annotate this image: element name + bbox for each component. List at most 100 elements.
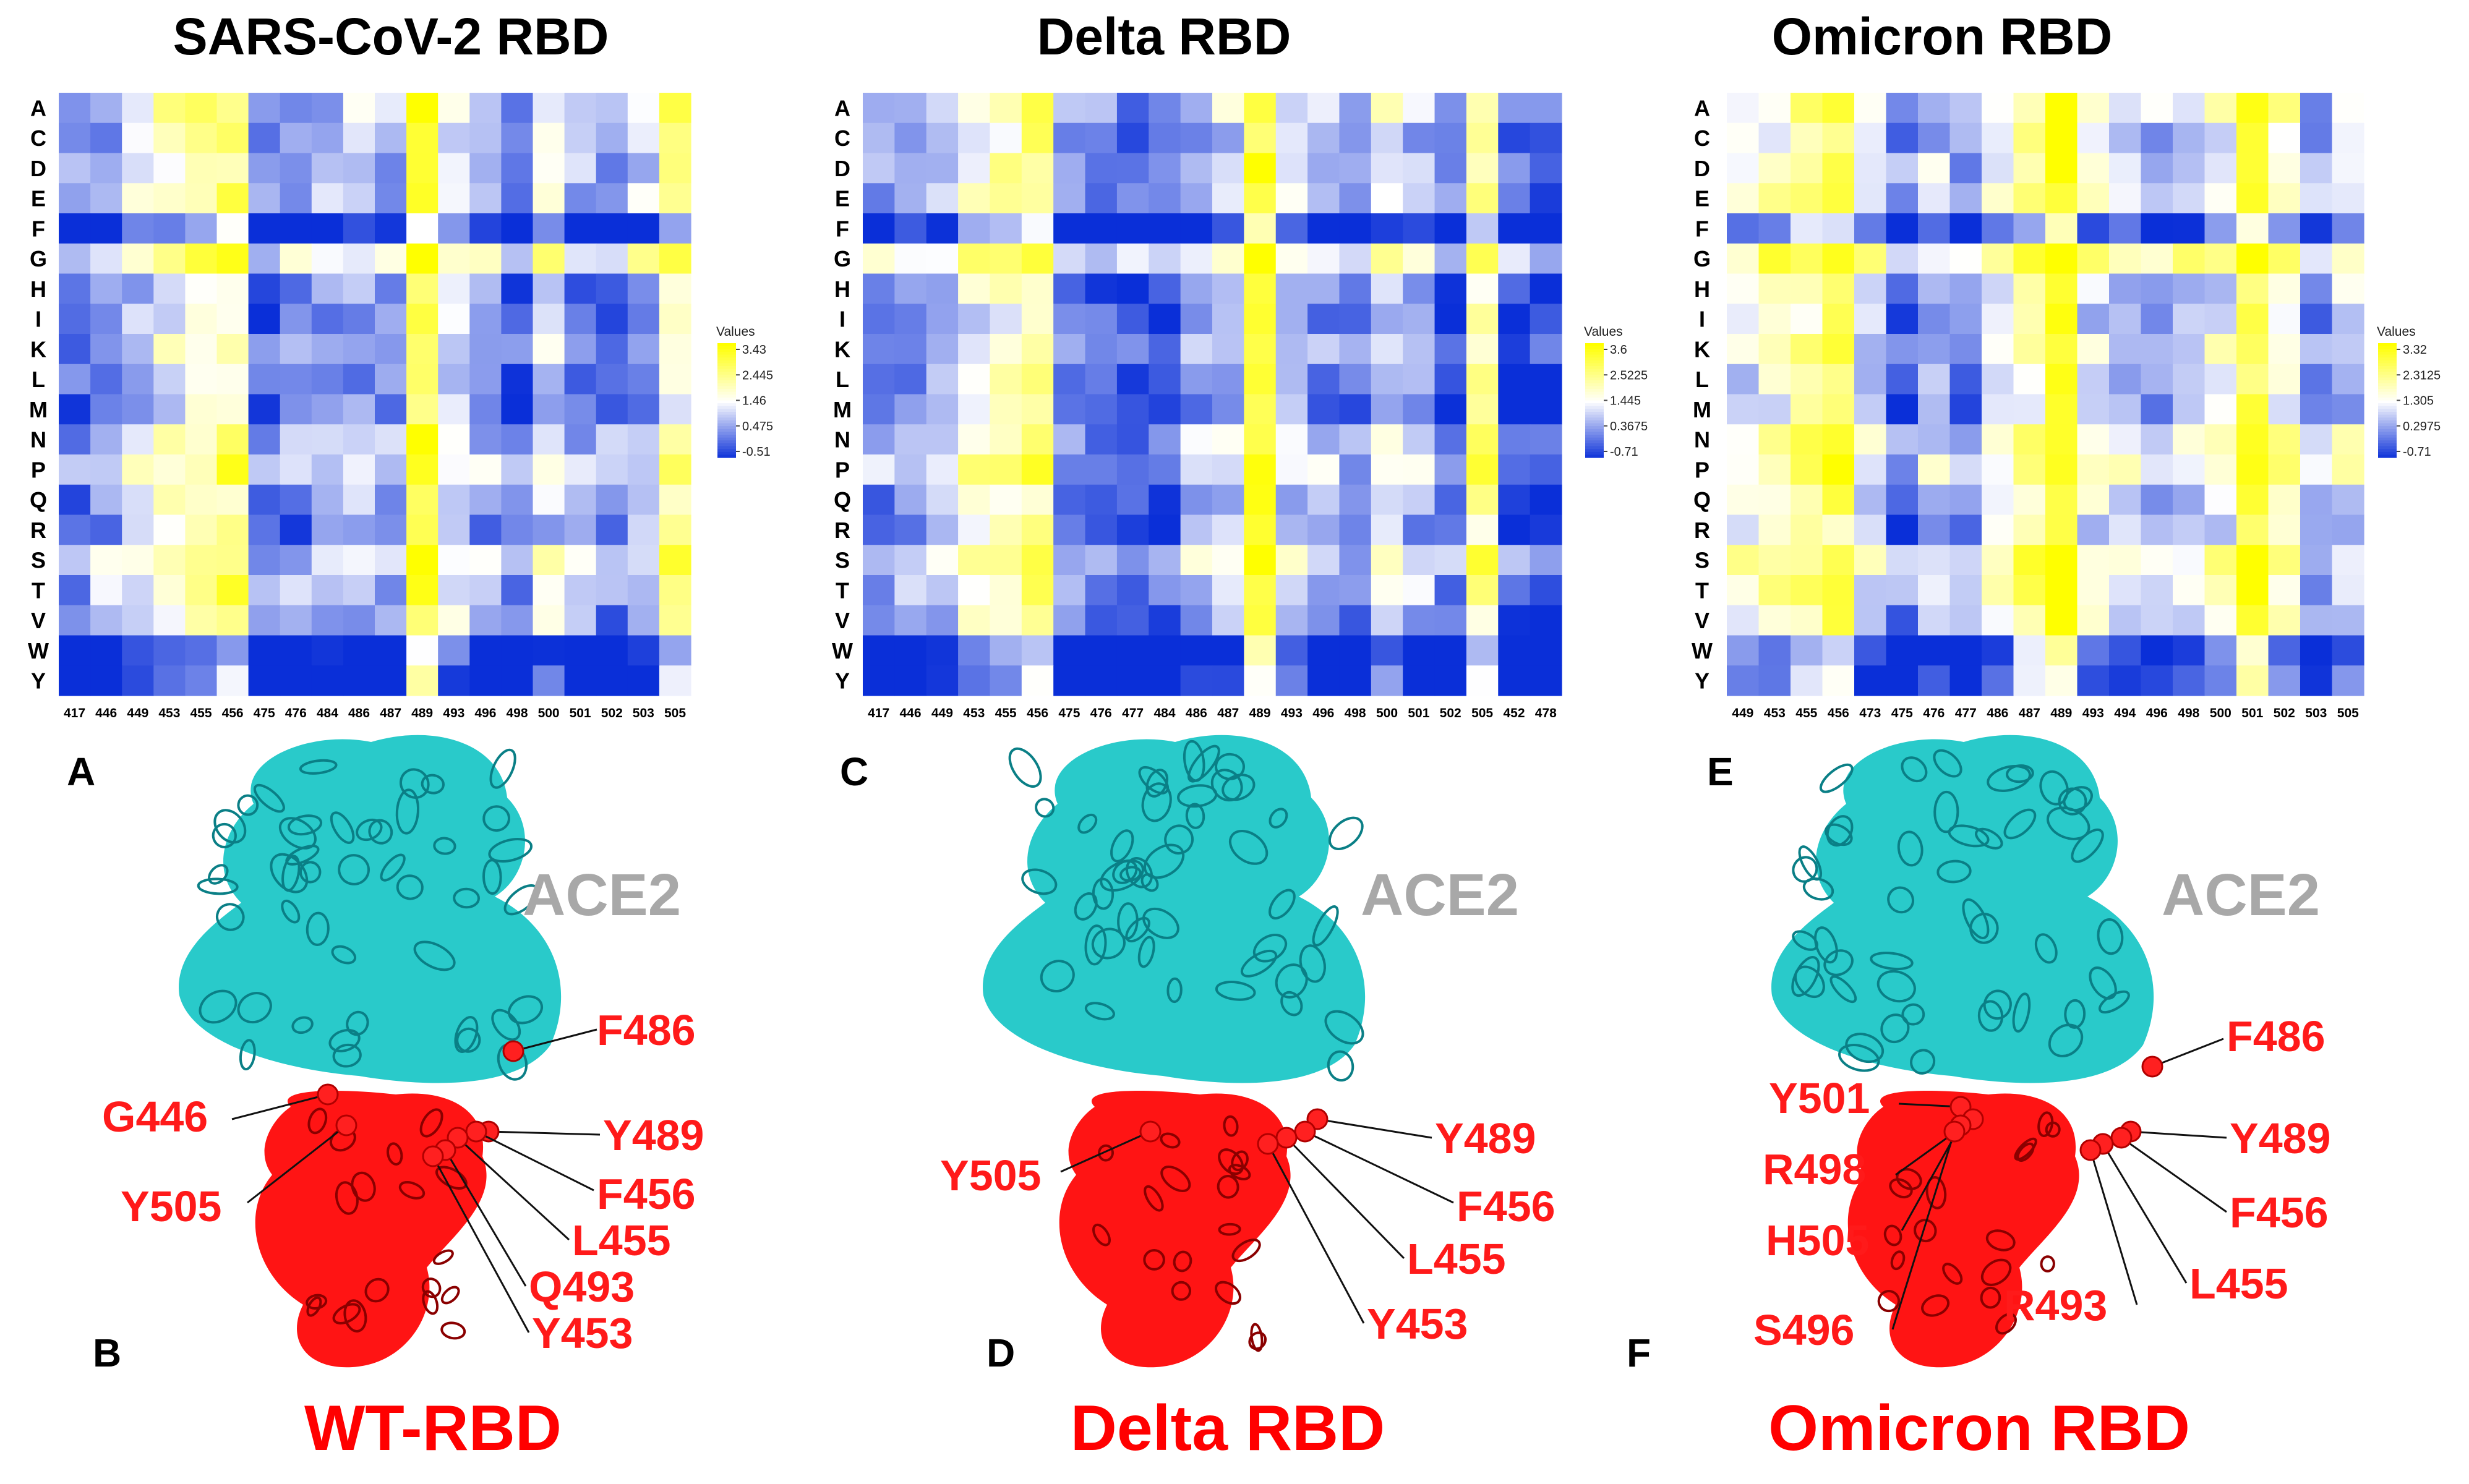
legend-swatch — [717, 454, 736, 458]
heatmap-cell — [1434, 545, 1467, 576]
heatmap-cell — [90, 665, 122, 696]
heatmap-cell — [406, 183, 439, 214]
heatmap-cell — [1918, 665, 1951, 696]
legend-swatch — [717, 349, 736, 352]
heatmap-cell — [596, 484, 628, 516]
heatmap-cell — [2300, 424, 2333, 455]
ace2-helix — [1825, 823, 1853, 846]
heatmap-cell — [2204, 514, 2237, 545]
heatmap-cell — [627, 575, 660, 606]
column-label: 503 — [633, 706, 654, 720]
residue-sphere — [1294, 1120, 1316, 1143]
ace2-helix — [1141, 782, 1172, 822]
heatmap-cell — [2109, 635, 2142, 666]
heatmap-cell — [2236, 424, 2269, 455]
heatmap-cell — [2236, 183, 2269, 214]
heatmap-cell — [280, 153, 312, 184]
heatmap-cell — [596, 273, 628, 304]
ace2-helix — [1269, 889, 1296, 920]
rbd-strand — [440, 1321, 466, 1340]
heatmap-cell — [1403, 454, 1436, 485]
heatmap-cell — [958, 394, 991, 425]
rbd-strand — [1173, 1250, 1192, 1273]
heatmap-cell — [1275, 454, 1308, 485]
heatmap-cell — [1949, 545, 1982, 576]
heatmap-cell — [2173, 93, 2206, 124]
legend-swatch — [1585, 394, 1604, 398]
heatmap-cell — [406, 153, 439, 184]
heatmap-cell — [406, 605, 439, 636]
heatmap-cell — [2300, 213, 2333, 244]
heatmap-cell — [2300, 484, 2333, 516]
heatmap-cell — [926, 575, 959, 606]
heatmap-cell — [501, 273, 534, 304]
heatmap-cell — [1727, 183, 1760, 214]
heatmap-cell — [343, 364, 375, 395]
heatmap-cell — [2332, 635, 2364, 666]
heatmap-cell — [1212, 273, 1244, 304]
heatmap-cell — [375, 575, 407, 606]
heatmap-cell — [659, 514, 691, 545]
heatmap-cell — [596, 514, 628, 545]
leader-line — [1891, 1131, 1956, 1330]
heatmap-cell — [1021, 334, 1054, 365]
heatmap-cell — [2045, 635, 2078, 666]
heatmap-cell — [1530, 514, 1562, 545]
heatmap-cell — [1466, 394, 1499, 425]
leader-line — [476, 1130, 594, 1192]
heatmap-cell — [2173, 334, 2206, 365]
heatmap-cell — [2332, 424, 2364, 455]
heatmap-cell — [533, 334, 565, 365]
heatmap-cell — [1758, 183, 1791, 214]
heatmap-cell — [596, 183, 628, 214]
row-label: P — [835, 457, 850, 482]
heatmap-cell — [1530, 93, 1562, 124]
heatmap-cell — [2204, 545, 2237, 576]
heatmap-cell — [1053, 243, 1086, 275]
heatmap-cell — [2013, 665, 2046, 696]
heatmap-cell — [1403, 364, 1436, 395]
legend-swatch — [717, 386, 736, 390]
heatmap-cell — [1116, 183, 1149, 214]
ace2-helix — [212, 822, 237, 848]
heatmap-cell — [90, 514, 122, 545]
ace2-helix — [1077, 813, 1098, 834]
heatmap-cell — [311, 665, 344, 696]
heatmap-cell — [1982, 93, 2014, 124]
heatmap-cell — [958, 635, 991, 666]
heatmap-cell — [501, 424, 534, 455]
heatmap-cell — [185, 514, 218, 545]
heatmap-cell — [1371, 213, 1403, 244]
heatmap-cell — [153, 122, 186, 154]
heatmap-cell — [1180, 665, 1213, 696]
heatmap-cell — [501, 334, 534, 365]
heatmap-cell — [2045, 93, 2078, 124]
row-label: W — [28, 638, 49, 663]
heatmap-cell — [1791, 424, 1823, 455]
heatmap-cell — [2332, 575, 2364, 606]
heatmap-cell — [1854, 304, 1887, 335]
legend-swatch — [1585, 440, 1604, 444]
heatmap-cell — [1116, 153, 1149, 184]
ace2-helix — [2012, 992, 2031, 1033]
heatmap-cell — [1727, 334, 1760, 365]
heatmap-cell — [59, 484, 91, 516]
heatmap-cell — [627, 484, 660, 516]
heatmap-cell — [1307, 183, 1340, 214]
heatmap-cell — [958, 514, 991, 545]
heatmap-cell — [185, 575, 218, 606]
heatmap-cell — [2204, 213, 2237, 244]
ace2-helix — [1887, 886, 1915, 914]
heatmap-cell — [894, 183, 927, 214]
column-label: 505 — [664, 706, 686, 720]
heatmap-cell — [1085, 122, 1118, 154]
ace2-helix — [253, 783, 285, 813]
heatmap-cell — [2141, 665, 2173, 696]
heatmap-cell — [2045, 575, 2078, 606]
heatmap-cell — [564, 484, 597, 516]
heatmap-cell — [2173, 665, 2206, 696]
ace2-helix — [216, 903, 245, 931]
heatmap-cell — [2109, 484, 2142, 516]
caption-omicron: Omicron RBD — [1768, 1392, 2190, 1464]
heatmap-cell — [1982, 605, 2014, 636]
